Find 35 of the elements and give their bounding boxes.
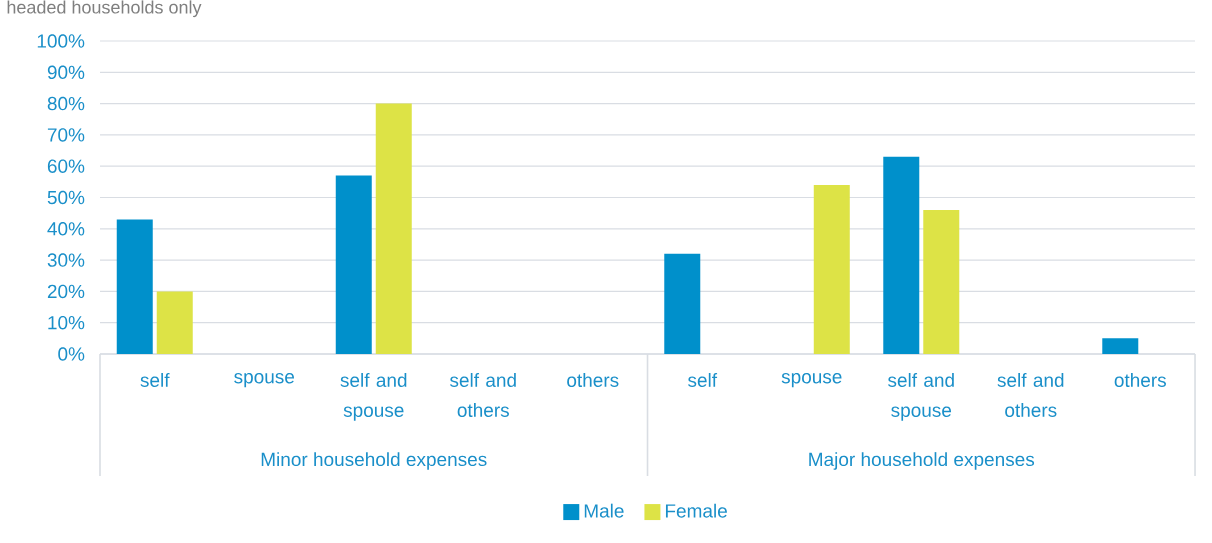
x-tick-label: self and spouse	[888, 373, 954, 421]
y-tick-label: 0%	[58, 347, 85, 361]
y-tick-label: 30%	[47, 253, 85, 267]
x-tick-label: others	[567, 373, 619, 387]
x-tick-label: self and others	[997, 373, 1064, 417]
y-tick-label: 50%	[47, 190, 85, 205]
bar	[664, 253, 701, 354]
y-tick-label: 100%	[37, 34, 85, 48]
y-tick-label: 10%	[48, 315, 85, 330]
bar	[1102, 338, 1139, 354]
text: Major household expenses	[809, 452, 1035, 470]
bar	[375, 103, 412, 354]
x-tick-label: others	[1114, 373, 1166, 387]
y-tick-label: 80%	[47, 96, 85, 111]
x-tick-label: self	[140, 373, 170, 387]
text: Minor household expenses	[261, 452, 487, 470]
bar	[883, 156, 920, 354]
x-tick-label: spouse	[234, 373, 295, 388]
y-tick-label: 90%	[47, 65, 85, 80]
y-tick-label: 60%	[47, 159, 85, 173]
bar	[116, 219, 153, 354]
bar	[335, 175, 372, 354]
x-tick-label: self and spouse	[340, 373, 407, 421]
y-tick-label: 70%	[47, 128, 85, 142]
x-tick-label: spouse	[781, 373, 842, 388]
bar	[156, 291, 193, 354]
x-tick-label: self and others	[449, 373, 516, 417]
x-tick-label: self	[688, 373, 718, 387]
legend-label: Female	[665, 503, 727, 518]
bar	[813, 184, 850, 354]
y-tick-label: 40%	[47, 222, 85, 236]
bar	[923, 210, 960, 354]
chart-subtitle: headed households only	[7, 0, 202, 18]
y-tick-label: 20%	[47, 284, 85, 299]
legend-label: Male	[584, 503, 624, 518]
